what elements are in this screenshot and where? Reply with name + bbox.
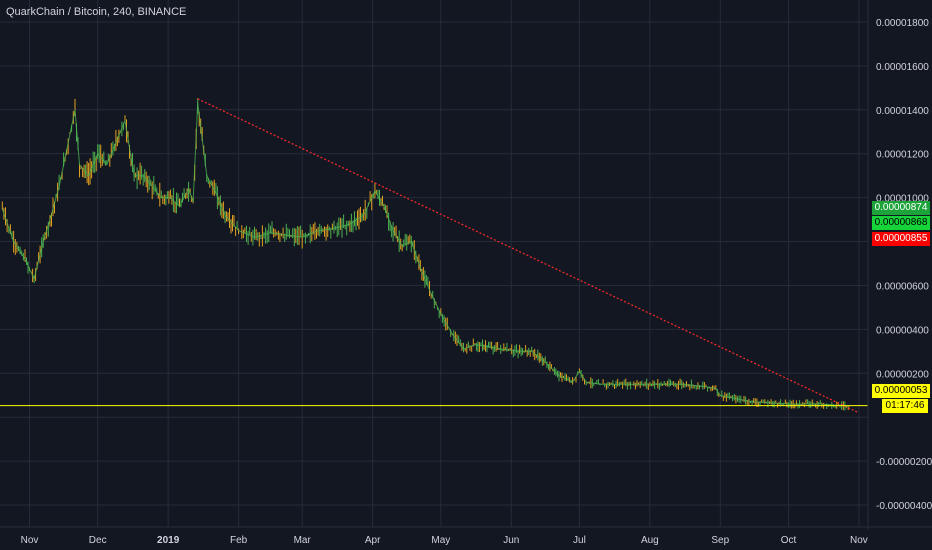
x-tick-label: Jul xyxy=(573,535,586,546)
x-tick-label: Apr xyxy=(365,535,381,546)
x-tick-label: Nov xyxy=(850,535,868,546)
price-tag-upper: 0.00000874 xyxy=(872,201,930,215)
x-tick-label: Sep xyxy=(711,535,729,546)
overlay-layer xyxy=(0,98,868,414)
y-tick-label: 0.00001200 xyxy=(876,150,929,161)
current-price-tag: 0.00000053 xyxy=(872,384,930,398)
x-tick-label: Mar xyxy=(294,535,312,546)
trendline[interactable] xyxy=(197,98,860,414)
x-tick-label: Jun xyxy=(503,535,519,546)
x-tick-label: May xyxy=(431,535,450,546)
y-tick-label: 0.00001400 xyxy=(876,106,929,117)
x-tick-label: 2019 xyxy=(157,535,180,546)
price-tag-middle: 0.00000868 xyxy=(872,216,930,230)
y-tick-label: 0.00000200 xyxy=(876,369,929,380)
grid xyxy=(0,0,868,527)
y-tick-label: 0.00001000 xyxy=(876,194,929,205)
symbol-title: QuarkChain / Bitcoin, 240, BINANCE xyxy=(6,6,187,18)
x-tick-label: Oct xyxy=(781,535,797,546)
price-axis[interactable]: 0.00001800 0.00001600 0.00001400 0.00001200… xyxy=(876,18,932,512)
series-layer xyxy=(1,98,850,411)
price-tag-lower: 0.00000855 xyxy=(872,232,930,246)
x-tick-label: Nov xyxy=(21,535,39,546)
price-series-line xyxy=(1,103,850,407)
y-tick-label: 0.00001800 xyxy=(876,18,929,29)
x-tick-label: Aug xyxy=(641,535,659,546)
countdown-timer: 01:17:46 xyxy=(882,399,928,413)
x-tick-label: Dec xyxy=(89,535,107,546)
y-tick-label: -0.00000200 xyxy=(876,457,932,468)
x-tick-label: Feb xyxy=(230,535,248,546)
y-tick-label: 0.00001600 xyxy=(876,62,929,73)
y-tick-label: -0.00000400 xyxy=(876,501,932,512)
time-axis[interactable]: Nov Dec 2019 Feb Mar Apr May Jun Jul Aug Sep Oct Nov xyxy=(21,535,868,546)
y-tick-label: 0.00000400 xyxy=(876,325,929,336)
y-tick-label: 0.00000600 xyxy=(876,281,929,292)
